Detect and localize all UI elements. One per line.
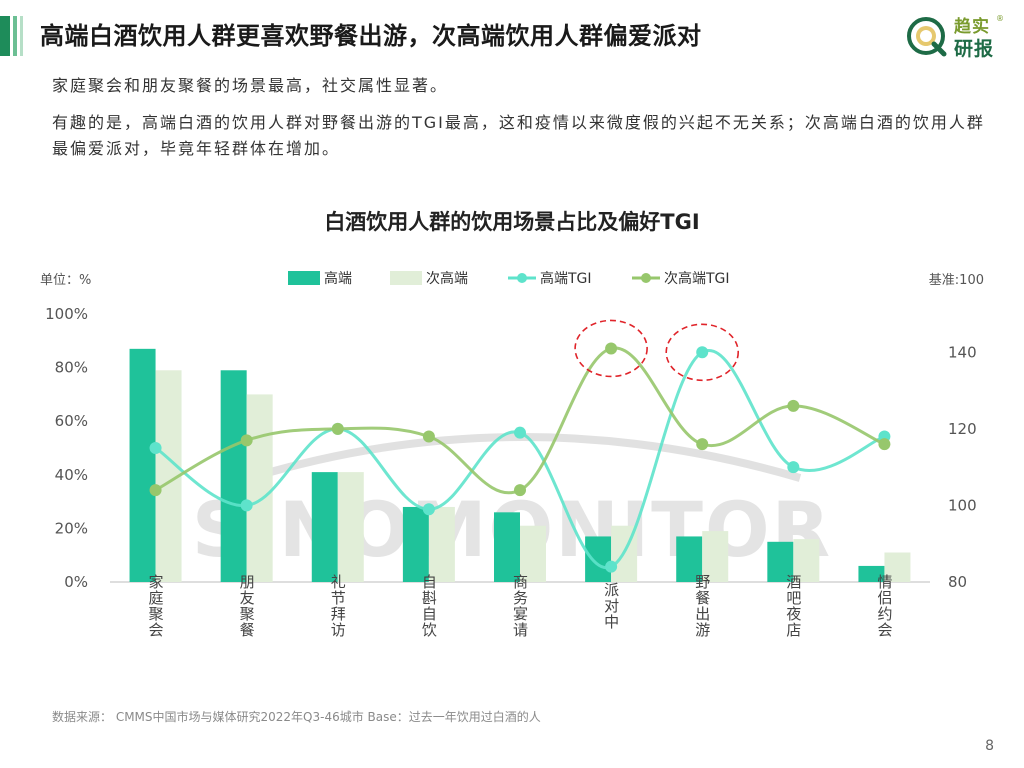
bar-次高端 xyxy=(428,506,455,582)
watermark-arc xyxy=(248,433,802,482)
page-title: 高端白酒饮用人群更喜欢野餐出游，次高端饮用人群偏爱派对 xyxy=(40,22,702,50)
y-tick-label: 60% xyxy=(55,412,88,430)
point-次高端TGI xyxy=(514,484,526,497)
accent-bar-light xyxy=(20,16,23,56)
legend-label: 高端TGI xyxy=(540,270,592,287)
point-高端TGI xyxy=(696,346,709,359)
line-次高端TGI xyxy=(154,346,886,495)
point-高端TGI xyxy=(605,560,618,573)
subtitle: 家庭聚会和朋友聚餐的场景最高，社交属性显著。 xyxy=(52,76,449,95)
legend-marker-高端TGI xyxy=(517,273,527,283)
point-次高端TGI xyxy=(605,342,618,355)
accent-bar-mid xyxy=(13,16,17,56)
point-高端TGI xyxy=(422,503,435,516)
y-tick-label: 0% xyxy=(64,573,88,591)
x-tick-label: 礼节拜访 xyxy=(329,574,347,638)
line-高端TGI xyxy=(154,348,886,570)
y2-axis-label: 基准:100 xyxy=(929,273,984,288)
y-tick-label: 80% xyxy=(55,359,88,377)
bar-高端 xyxy=(129,348,156,582)
x-tick-label: 酒吧夜店 xyxy=(784,574,802,638)
bar-高端 xyxy=(767,541,794,582)
legend-marker-次高端TGI xyxy=(641,273,651,283)
bar-高端 xyxy=(402,506,429,582)
bar-次高端 xyxy=(520,525,546,582)
x-tick-label: 朋友聚餐 xyxy=(238,574,256,638)
point-高端TGI xyxy=(514,426,526,439)
magnifier-logo-icon xyxy=(907,17,947,57)
point-次高端TGI xyxy=(787,399,800,412)
point-高端TGI xyxy=(149,442,162,454)
y2-tick-label: 140 xyxy=(948,343,977,361)
logo-text-top: 趋实 xyxy=(954,17,990,37)
point-次高端TGI xyxy=(422,430,435,443)
bar-高端 xyxy=(494,512,520,582)
brand-logo: 趋实 ® 研报 xyxy=(904,10,1008,62)
title-accent-bars xyxy=(0,16,24,56)
legend-swatch-高端 xyxy=(288,271,320,285)
bar-次高端 xyxy=(246,394,273,582)
y2-tick-label: 100 xyxy=(948,496,977,514)
description: 有趣的是，高端白酒的饮用人群对野餐出游的TGI最高，这和疫情以来微度假的兴起不无… xyxy=(52,113,985,158)
page-number: 8 xyxy=(985,738,994,754)
bar-高端 xyxy=(858,565,885,582)
highlight-circle xyxy=(665,323,740,382)
legend-label: 次高端TGI xyxy=(664,270,730,287)
point-次高端TGI xyxy=(149,484,162,497)
legend-swatch-次高端 xyxy=(390,271,422,285)
point-高端TGI xyxy=(240,499,253,512)
y-axis-unit-label: 单位：% xyxy=(40,273,91,288)
point-高端TGI xyxy=(787,461,800,474)
bar-次高端 xyxy=(884,552,911,582)
data-source: 数据来源： CMMS中国市场与媒体研究2022年Q3-46城市 Base：过去一… xyxy=(52,710,541,724)
bar-次高端 xyxy=(337,472,364,582)
y2-tick-label: 120 xyxy=(948,420,977,438)
point-次高端TGI xyxy=(331,422,344,435)
y2-tick-label: 80 xyxy=(948,573,967,591)
bar-次高端 xyxy=(793,539,820,582)
highlight-circle xyxy=(574,319,648,378)
bar-高端 xyxy=(220,370,247,582)
point-次高端TGI xyxy=(240,434,253,447)
logo-registered-mark: ® xyxy=(996,14,1004,23)
y-tick-label: 100% xyxy=(45,305,88,323)
y-tick-label: 20% xyxy=(55,519,88,537)
point-次高端TGI xyxy=(696,438,709,451)
scene-chart: 单位：%基准:100高端次高端高端TGI次高端TGISINOMONITOR0%2… xyxy=(40,270,984,638)
accent-bar-dark xyxy=(0,16,10,56)
x-tick-label: 野餐出游 xyxy=(693,574,711,638)
chart-title: 白酒饮用人群的饮用场景占比及偏好TGI xyxy=(324,210,700,234)
x-tick-label: 商务宴请 xyxy=(511,574,529,638)
legend-label: 高端 xyxy=(324,270,352,287)
x-tick-label: 家庭聚会 xyxy=(147,574,165,638)
bar-高端 xyxy=(585,536,612,582)
point-次高端TGI xyxy=(878,438,891,451)
bar-次高端 xyxy=(702,531,729,582)
bar-高端 xyxy=(311,472,338,582)
legend-label: 次高端 xyxy=(426,270,468,287)
bar-高端 xyxy=(676,536,703,582)
y-tick-label: 40% xyxy=(55,466,88,484)
x-tick-label: 自斟自饮 xyxy=(420,574,438,638)
x-tick-label: 派对中 xyxy=(602,582,620,630)
logo-text-bottom: 研报 xyxy=(954,38,995,60)
x-tick-label: 情侣约会 xyxy=(875,574,893,638)
